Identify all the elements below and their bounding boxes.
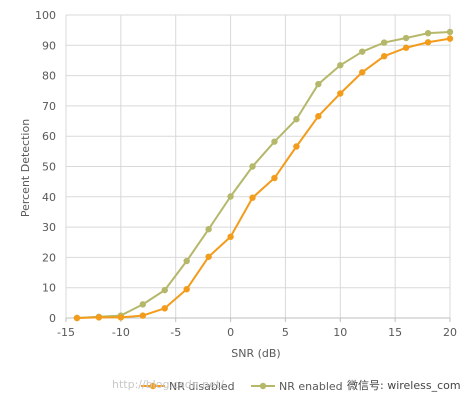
x-tick-labels: -15 -10 -5 0 5 10 15 20 — [57, 326, 457, 339]
data-point-nr-enabled — [402, 34, 410, 42]
series-group — [73, 28, 454, 322]
legend-marker-nr-disabled — [149, 382, 157, 390]
x-tick-label: -5 — [170, 326, 181, 339]
data-point-nr-disabled — [315, 113, 322, 120]
data-point-nr-enabled — [249, 163, 256, 170]
data-point-nr-disabled — [337, 90, 344, 97]
series-line-nr-disabled — [76, 37, 451, 319]
data-point-nr-enabled — [337, 62, 344, 69]
y-tick-label: 30 — [42, 221, 56, 234]
data-point-nr-disabled — [271, 174, 278, 182]
data-point-nr-disabled — [205, 253, 212, 260]
x-tick-label: 10 — [333, 326, 347, 339]
y-tick-label: 80 — [42, 70, 56, 83]
series-nr-disabled — [73, 35, 454, 322]
data-point-nr-enabled — [227, 193, 234, 200]
data-point-nr-enabled — [315, 80, 322, 88]
x-tick-label: -15 — [57, 326, 75, 339]
data-point-nr-disabled — [380, 53, 388, 60]
data-point-nr-disabled — [117, 314, 125, 321]
legend-item-nr-disabled[interactable]: NR disabled — [141, 380, 235, 393]
x-tick-label: 20 — [443, 326, 457, 339]
x-tick-label: 0 — [227, 326, 234, 339]
data-point-nr-disabled — [183, 286, 190, 293]
series-line-nr-enabled — [76, 30, 451, 319]
data-point-nr-disabled — [249, 194, 256, 201]
data-point-nr-disabled — [359, 69, 366, 76]
y-tick-label: 70 — [42, 100, 56, 113]
data-point-nr-disabled — [227, 233, 234, 240]
legend[interactable]: NR disabled NR enabled — [141, 380, 343, 393]
data-point-nr-disabled — [293, 143, 300, 150]
y-tick-label: 20 — [42, 251, 56, 264]
y-tick-label: 90 — [42, 39, 56, 52]
x-tick-label: 15 — [388, 326, 402, 339]
data-point-nr-disabled — [95, 314, 103, 321]
data-point-nr-enabled — [293, 116, 300, 123]
data-point-nr-disabled — [446, 35, 454, 42]
y-tick-label: 100 — [35, 9, 56, 22]
legend-label-nr-enabled: NR enabled — [279, 380, 343, 393]
legend-item-nr-enabled[interactable]: NR enabled — [251, 380, 343, 393]
x-tick-label: -10 — [112, 326, 130, 339]
y-tick-label: 60 — [42, 130, 56, 143]
data-point-nr-enabled — [380, 39, 388, 46]
grid — [66, 14, 451, 318]
y-tick-label: 10 — [42, 282, 56, 295]
legend-marker-nr-enabled — [259, 382, 267, 390]
axes — [65, 15, 451, 322]
data-point-nr-enabled — [359, 48, 366, 55]
x-tick-label: 5 — [282, 326, 289, 339]
y-axis-title: Percent Detection — [19, 119, 32, 217]
data-point-nr-disabled — [73, 314, 81, 322]
series-nr-enabled — [73, 28, 454, 322]
data-point-nr-disabled — [424, 39, 432, 46]
data-point-nr-disabled — [161, 305, 168, 312]
data-point-nr-disabled — [402, 44, 410, 51]
data-point-nr-disabled — [139, 312, 146, 319]
data-point-nr-enabled — [161, 286, 168, 294]
y-tick-label: 40 — [42, 191, 56, 204]
data-point-nr-enabled — [446, 28, 454, 36]
data-point-nr-enabled — [271, 138, 278, 145]
watermark-wechat: 微信号: wireless_com — [347, 378, 461, 392]
y-tick-label: 0 — [49, 312, 56, 325]
legend-label-nr-disabled: NR disabled — [169, 380, 235, 393]
y-tick-label: 50 — [42, 161, 56, 174]
data-point-nr-enabled — [205, 226, 212, 233]
data-point-nr-enabled — [139, 301, 146, 308]
y-tick-labels: 0 10 20 30 40 50 60 70 80 90 100 — [35, 9, 56, 325]
data-point-nr-enabled — [424, 29, 432, 37]
data-point-nr-enabled — [183, 257, 190, 265]
x-axis-title: SNR (dB) — [231, 347, 280, 360]
watermark-url: http://blog.csdn.net/ — [112, 378, 224, 391]
